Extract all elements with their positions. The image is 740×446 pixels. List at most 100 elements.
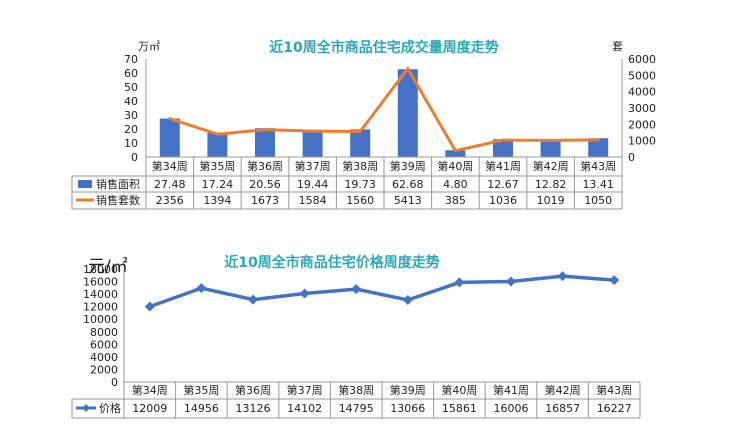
data-label: 14795 [339, 402, 374, 415]
line-point [196, 283, 207, 294]
left-tick-label: 6000 [90, 338, 118, 351]
data-label: 14956 [184, 402, 219, 415]
left-tick-label: 10000 [83, 313, 118, 326]
left-tick-label: 10 [124, 137, 138, 150]
chart-price: 近10周全市商品住宅价格周度走势 元/㎡ 020004000600080001000… [71, 254, 641, 419]
category-label: 第43周 [580, 159, 616, 173]
left-tick-label: 4000 [90, 351, 118, 364]
data-label: 19.73 [344, 178, 376, 191]
right-axis-unit: 套 [612, 40, 623, 53]
line-point [144, 301, 155, 312]
data-label: 12009 [132, 402, 167, 415]
line-point [453, 149, 457, 153]
data-label: 1394 [203, 194, 231, 207]
data-label: 1036 [489, 194, 517, 207]
left-axis-unit: 万㎡ [138, 40, 160, 53]
left-tick-label: 12000 [83, 301, 118, 314]
chart-title: 近10周全市商品住宅价格周度走势 [224, 254, 439, 271]
left-tick-label: 60 [124, 67, 138, 80]
line-point [168, 117, 172, 121]
left-tick-label: 70 [124, 53, 138, 66]
line-point [311, 129, 315, 133]
category-label: 第40周 [437, 159, 473, 173]
data-label: 1050 [584, 194, 612, 207]
legend-key-bar [78, 180, 92, 188]
bar [302, 129, 323, 157]
left-tick-label: 16000 [83, 276, 118, 289]
data-label: 13066 [390, 402, 425, 415]
category-label: 第42周 [533, 159, 569, 173]
line-point [501, 138, 505, 142]
category-label: 第43周 [596, 383, 632, 397]
left-tick-label: 40 [124, 95, 138, 108]
data-label: 385 [445, 194, 466, 207]
line-point [351, 284, 362, 295]
right-tick-label: 4000 [628, 86, 656, 99]
category-label: 第42周 [545, 383, 581, 397]
left-tick-label: 2000 [90, 363, 118, 376]
bar [540, 139, 561, 157]
legend-label: 销售套数 [96, 193, 140, 207]
line-point [358, 130, 362, 134]
category-label: 第36周 [235, 383, 271, 397]
right-tick-label: 3000 [628, 102, 656, 115]
line-point [609, 275, 620, 286]
data-label: 2356 [156, 194, 184, 207]
right-tick-label: 0 [628, 151, 635, 164]
right-tick-label: 6000 [628, 53, 656, 66]
line-point [248, 294, 258, 305]
bar [397, 69, 418, 157]
bar [445, 150, 466, 157]
category-label: 第38周 [342, 159, 378, 173]
legend-label: 销售面积 [96, 177, 140, 191]
category-label: 第34周 [152, 159, 188, 173]
category-label: 第39周 [390, 159, 426, 173]
category-label: 第39周 [390, 383, 426, 397]
data-label: 12.82 [535, 178, 567, 191]
bar [207, 132, 228, 157]
data-label: 20.56 [249, 178, 281, 191]
legend-key-marker [82, 404, 90, 412]
line-point [263, 128, 267, 132]
category-label: 第34周 [132, 383, 168, 397]
data-label: 1673 [251, 194, 279, 207]
legend-label: 价格 [99, 401, 121, 415]
right-tick-label: 5000 [628, 69, 656, 82]
line-point [215, 132, 219, 136]
left-tick-label: 0 [131, 151, 138, 164]
left-tick-label: 18000 [83, 263, 118, 276]
category-label: 第40周 [441, 383, 477, 397]
left-axis-unit: 元/㎡ [88, 257, 128, 277]
category-label: 第37周 [295, 159, 331, 173]
line-point [557, 271, 568, 282]
line-point [549, 138, 553, 142]
category-label: 第36周 [247, 159, 283, 173]
left-tick-label: 50 [124, 81, 138, 94]
category-label: 第35周 [199, 159, 235, 173]
data-label: 17.24 [202, 178, 234, 191]
data-label: 19.44 [297, 178, 329, 191]
data-label: 62.68 [392, 178, 424, 191]
chart-title: 近10周全市商品住宅成交量周度走势 [269, 39, 498, 56]
left-tick-label: 0 [111, 376, 118, 389]
line-series [169, 67, 599, 153]
bar [493, 139, 513, 157]
data-label: 27.48 [154, 178, 186, 191]
data-label: 13126 [236, 402, 271, 415]
line-series [149, 274, 615, 309]
line-point [299, 288, 310, 299]
left-tick-label: 14000 [83, 288, 118, 301]
bar [255, 128, 275, 157]
left-tick-label: 8000 [90, 326, 118, 339]
right-tick-label: 1000 [628, 135, 656, 148]
category-label: 第41周 [485, 159, 521, 173]
category-label: 第38周 [338, 383, 374, 397]
data-label: 16006 [494, 402, 529, 415]
data-label: 1019 [537, 194, 565, 207]
data-label: 1560 [346, 194, 374, 207]
right-tick-label: 2000 [628, 118, 656, 131]
line-point [406, 67, 410, 71]
category-label: 第41周 [493, 383, 529, 397]
